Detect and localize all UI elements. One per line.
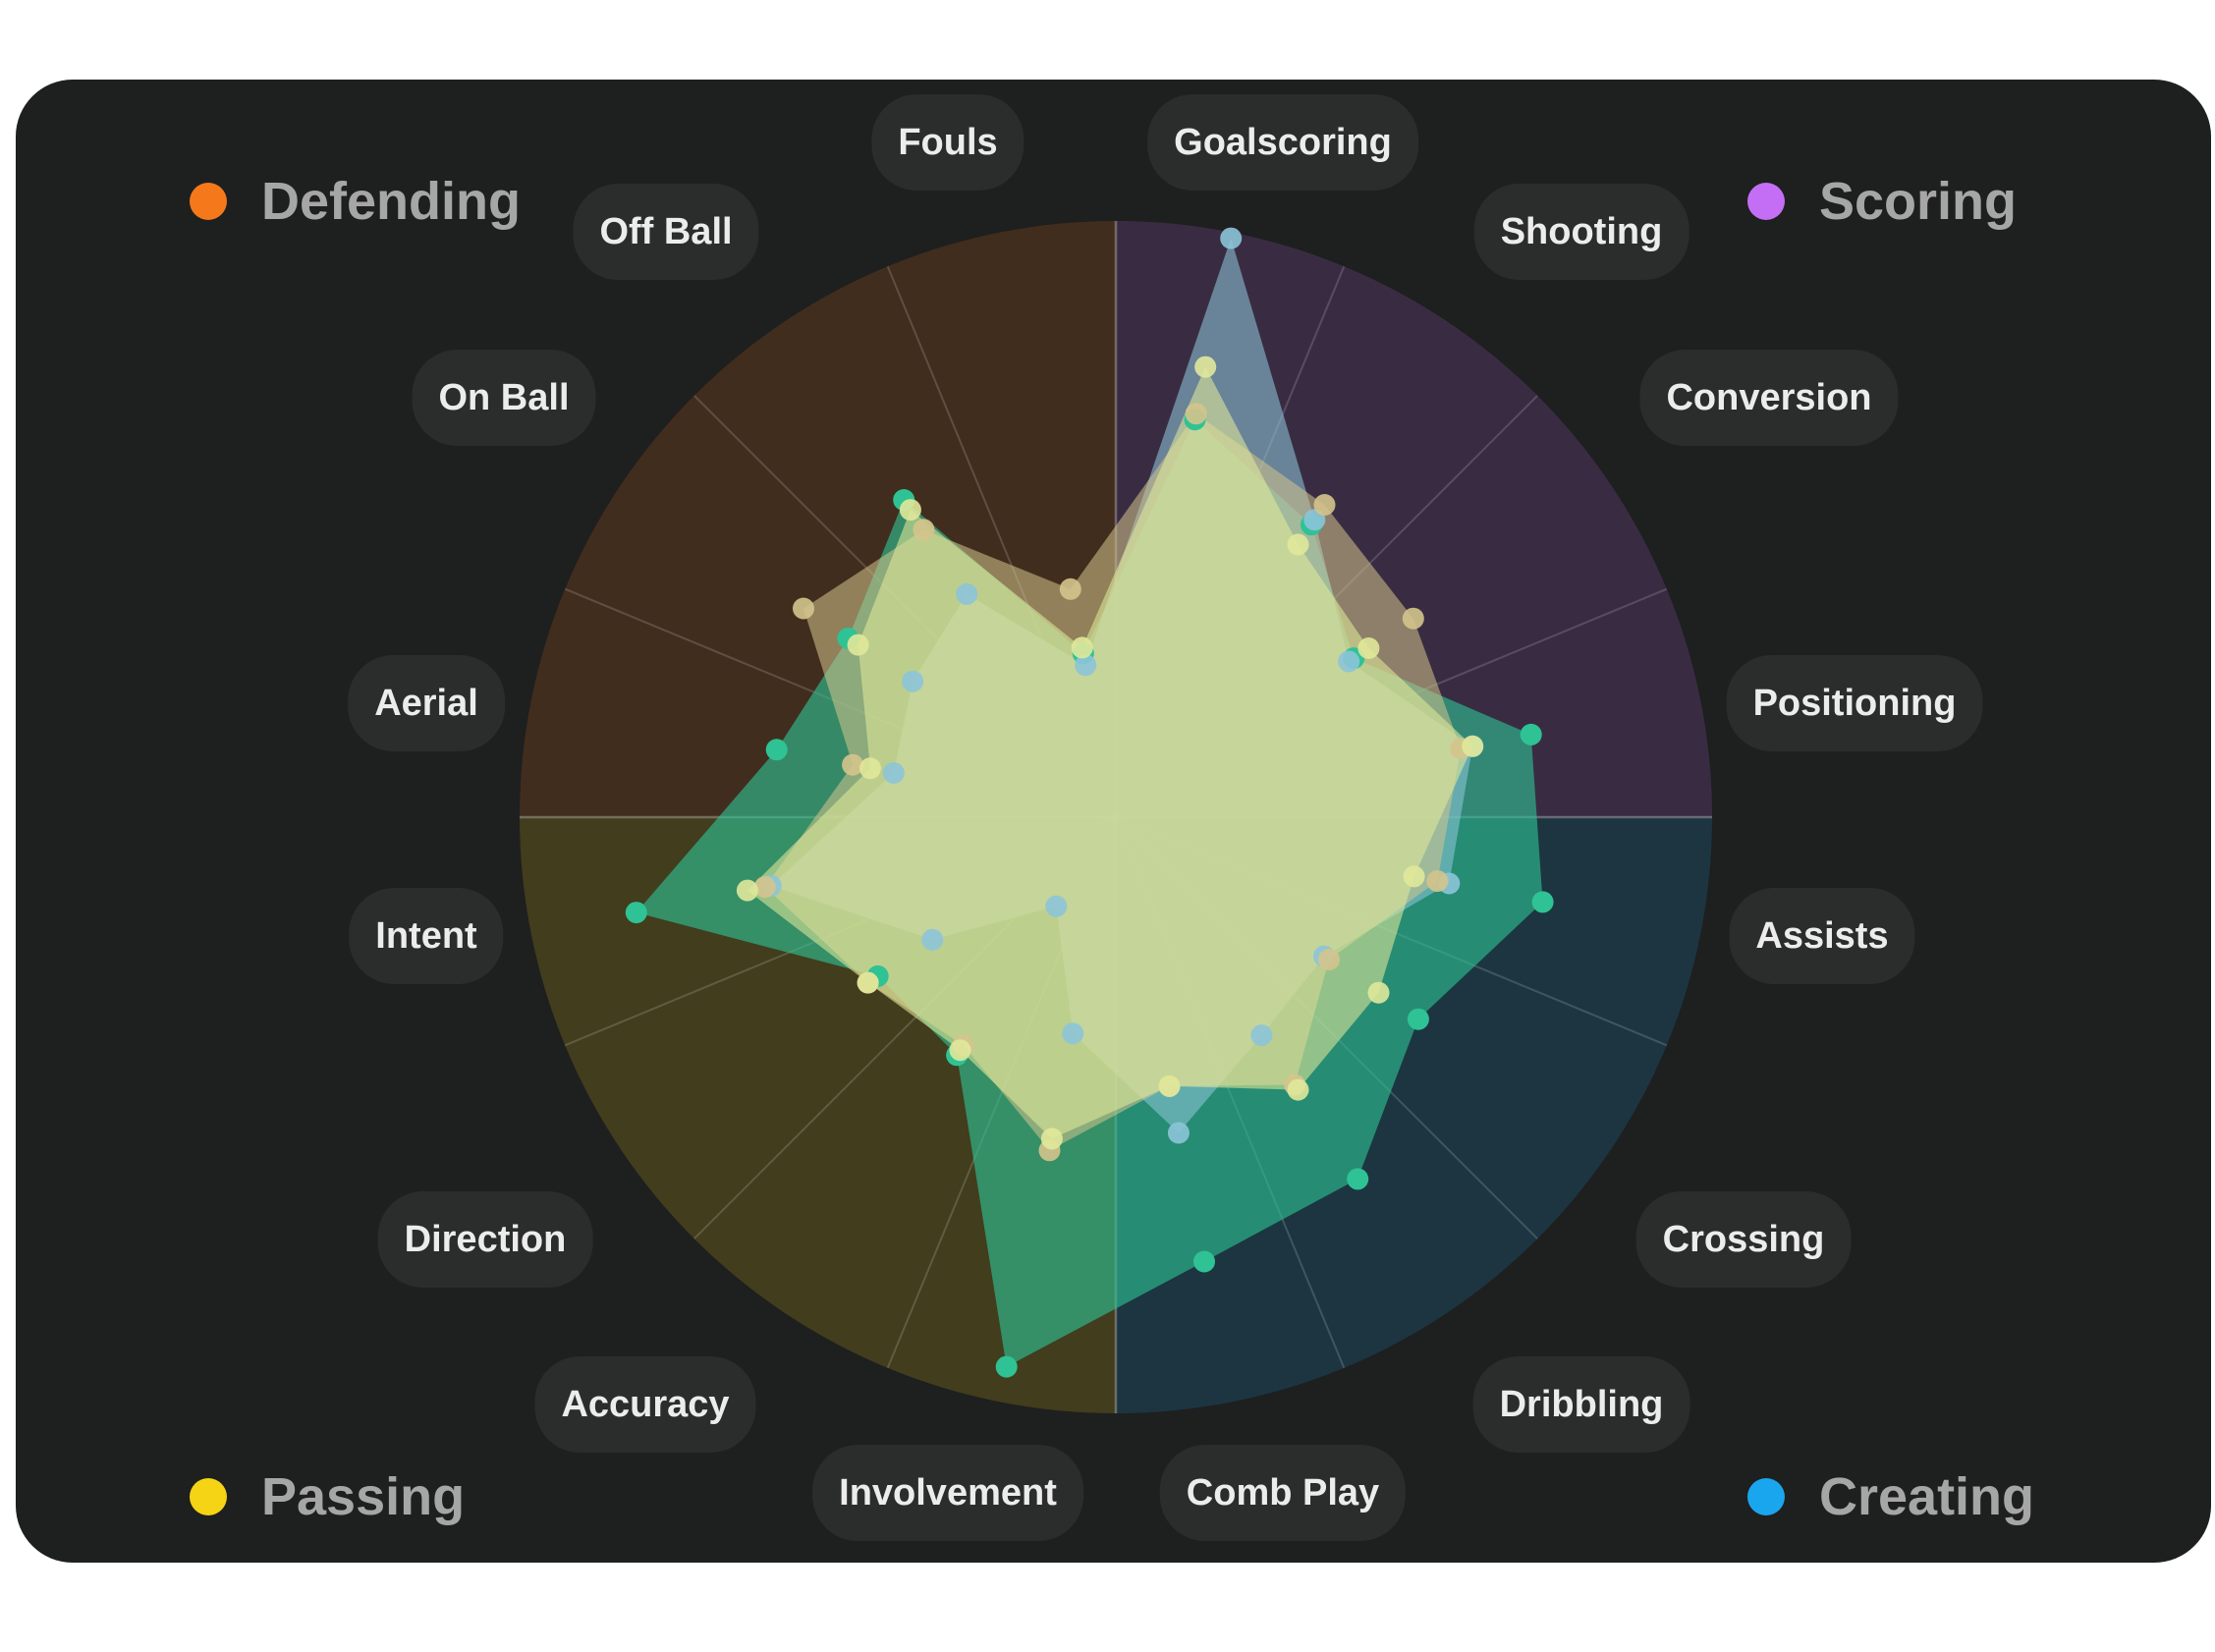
legend-dot-passing — [190, 1478, 227, 1515]
series-2-point-direction — [921, 928, 944, 951]
axis-label-assists: Assists — [1729, 888, 1915, 984]
series-4-point-conversion — [1357, 637, 1380, 659]
axis-label-direction: Direction — [377, 1191, 593, 1288]
series-1-point-positioning — [1520, 723, 1542, 745]
axis-label-shooting: Shooting — [1473, 184, 1689, 280]
series-4-point-comb-play — [1158, 1074, 1181, 1097]
series-4-point-accuracy — [949, 1039, 971, 1062]
series-3-point-on-ball — [793, 597, 814, 620]
series-4-point-shooting — [1287, 533, 1309, 556]
axis-label-conversion: Conversion — [1639, 350, 1899, 446]
series-4-point-fouls — [1071, 636, 1093, 659]
series-2-point-fouls — [1075, 654, 1097, 677]
radar-chart — [520, 221, 1712, 1413]
legend-label-creating: Creating — [1819, 1467, 2035, 1526]
series-3-point-shooting — [1313, 494, 1336, 516]
series-1-point-intent — [625, 902, 647, 924]
axis-label-goalscoring: Goalscoring — [1147, 94, 1418, 191]
series-3-point-conversion — [1402, 607, 1424, 630]
series-4-point-goalscoring — [1194, 356, 1217, 378]
legend-dot-creating — [1747, 1478, 1785, 1515]
series-2-point-goalscoring — [1220, 227, 1243, 249]
series-4-point-intent — [736, 879, 758, 902]
series-3-point-crossing — [1318, 949, 1340, 970]
axis-label-aerial: Aerial — [348, 655, 505, 751]
series-3-point-off-ball — [913, 519, 935, 541]
series-1-point-aerial — [765, 739, 788, 761]
series-4-point-dribbling — [1287, 1078, 1309, 1101]
series-1-point-crossing — [1407, 1008, 1429, 1030]
legend-defending: Defending — [190, 171, 521, 232]
series-4-point-off-ball — [899, 499, 921, 522]
series-4-point-assists — [1403, 865, 1425, 888]
radar-chart-card: Goalscoring Shooting Conversion Position… — [16, 80, 2211, 1563]
series-4-point-crossing — [1367, 981, 1390, 1004]
series-3-point-intent — [753, 876, 776, 899]
axis-label-dribbling: Dribbling — [1472, 1356, 1690, 1453]
axis-label-involvement: Involvement — [812, 1445, 1083, 1541]
axis-label-accuracy: Accuracy — [534, 1356, 756, 1453]
series-2-point-on-ball — [902, 670, 924, 692]
series-1-point-dribbling — [1347, 1168, 1369, 1190]
series-4-point-aerial — [859, 757, 881, 780]
series-4-point-on-ball — [847, 633, 869, 656]
legend-label-defending: Defending — [261, 172, 521, 231]
series-3-point-aerial — [842, 753, 864, 776]
axis-label-crossing: Crossing — [1635, 1191, 1852, 1288]
series-2-point-dribbling — [1250, 1024, 1273, 1047]
legend-label-scoring: Scoring — [1819, 172, 2018, 231]
series-4-point-involvement — [1040, 1128, 1063, 1150]
legend-creating: Creating — [1747, 1466, 2034, 1527]
series-1-point-assists — [1531, 891, 1554, 913]
axis-label-positioning: Positioning — [1726, 655, 1983, 751]
series-4-point-direction — [857, 971, 879, 994]
series-2-point-comb-play — [1167, 1122, 1190, 1144]
axis-label-on-ball: On Ball — [412, 350, 596, 446]
legend-label-passing: Passing — [261, 1467, 466, 1526]
axis-label-off-ball: Off Ball — [573, 184, 759, 280]
series-2-point-involvement — [1062, 1022, 1084, 1045]
series-2-point-accuracy — [1045, 895, 1068, 917]
series-3-point-goalscoring — [1185, 403, 1207, 425]
legend-dot-scoring — [1747, 183, 1785, 220]
axis-label-fouls: Fouls — [871, 94, 1024, 191]
series-4-point-positioning — [1462, 735, 1484, 757]
series-3-point-fouls — [1059, 578, 1081, 600]
series-1-point-comb-play — [1193, 1250, 1215, 1273]
legend-dot-defending — [190, 183, 227, 220]
axis-label-intent: Intent — [349, 888, 504, 984]
legend-passing: Passing — [190, 1466, 465, 1527]
series-1-point-involvement — [995, 1355, 1018, 1378]
series-2-point-off-ball — [956, 582, 978, 605]
legend-scoring: Scoring — [1747, 171, 2017, 232]
series-3-point-assists — [1426, 870, 1449, 893]
axis-label-comb-play: Comb Play — [1159, 1445, 1407, 1541]
series-2-point-aerial — [882, 762, 905, 784]
series-2-point-conversion — [1338, 650, 1360, 673]
